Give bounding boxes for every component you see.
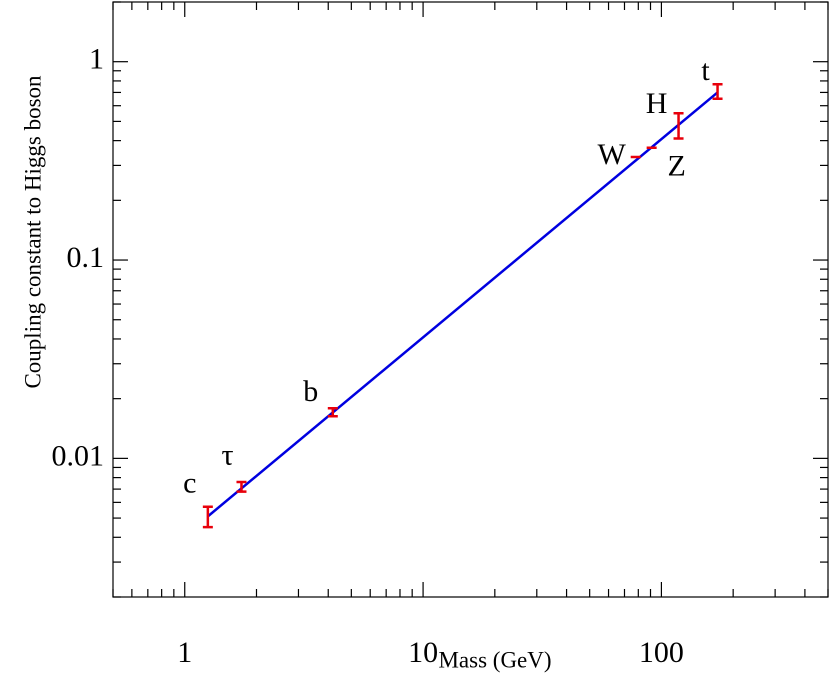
point-label: Z xyxy=(667,150,685,183)
y-tick-label: 0.01 xyxy=(52,439,105,472)
fit-line xyxy=(207,91,719,518)
point-label: b xyxy=(303,375,318,408)
point-label: t xyxy=(701,54,710,87)
x-tick-label: 10 xyxy=(408,636,438,669)
x-tick-label: 1 xyxy=(177,636,192,669)
y-axis-label: Coupling constant to Higgs boson xyxy=(20,75,45,389)
plot-frame xyxy=(112,1,829,598)
point-label: c xyxy=(183,466,196,499)
error-bar xyxy=(327,406,338,418)
y-tick-label: 0.1 xyxy=(67,241,105,274)
x-axis-label: Mass (GeV) xyxy=(438,647,551,672)
x-tick-label: 100 xyxy=(639,636,684,669)
point-label: H xyxy=(646,87,668,120)
point-label: τ xyxy=(221,439,233,472)
error-bar xyxy=(202,505,213,529)
error-bar xyxy=(712,82,723,101)
y-tick-label: 1 xyxy=(89,43,104,76)
error-bar xyxy=(236,480,247,493)
error-bar xyxy=(673,111,684,140)
point-label: W xyxy=(598,138,627,171)
